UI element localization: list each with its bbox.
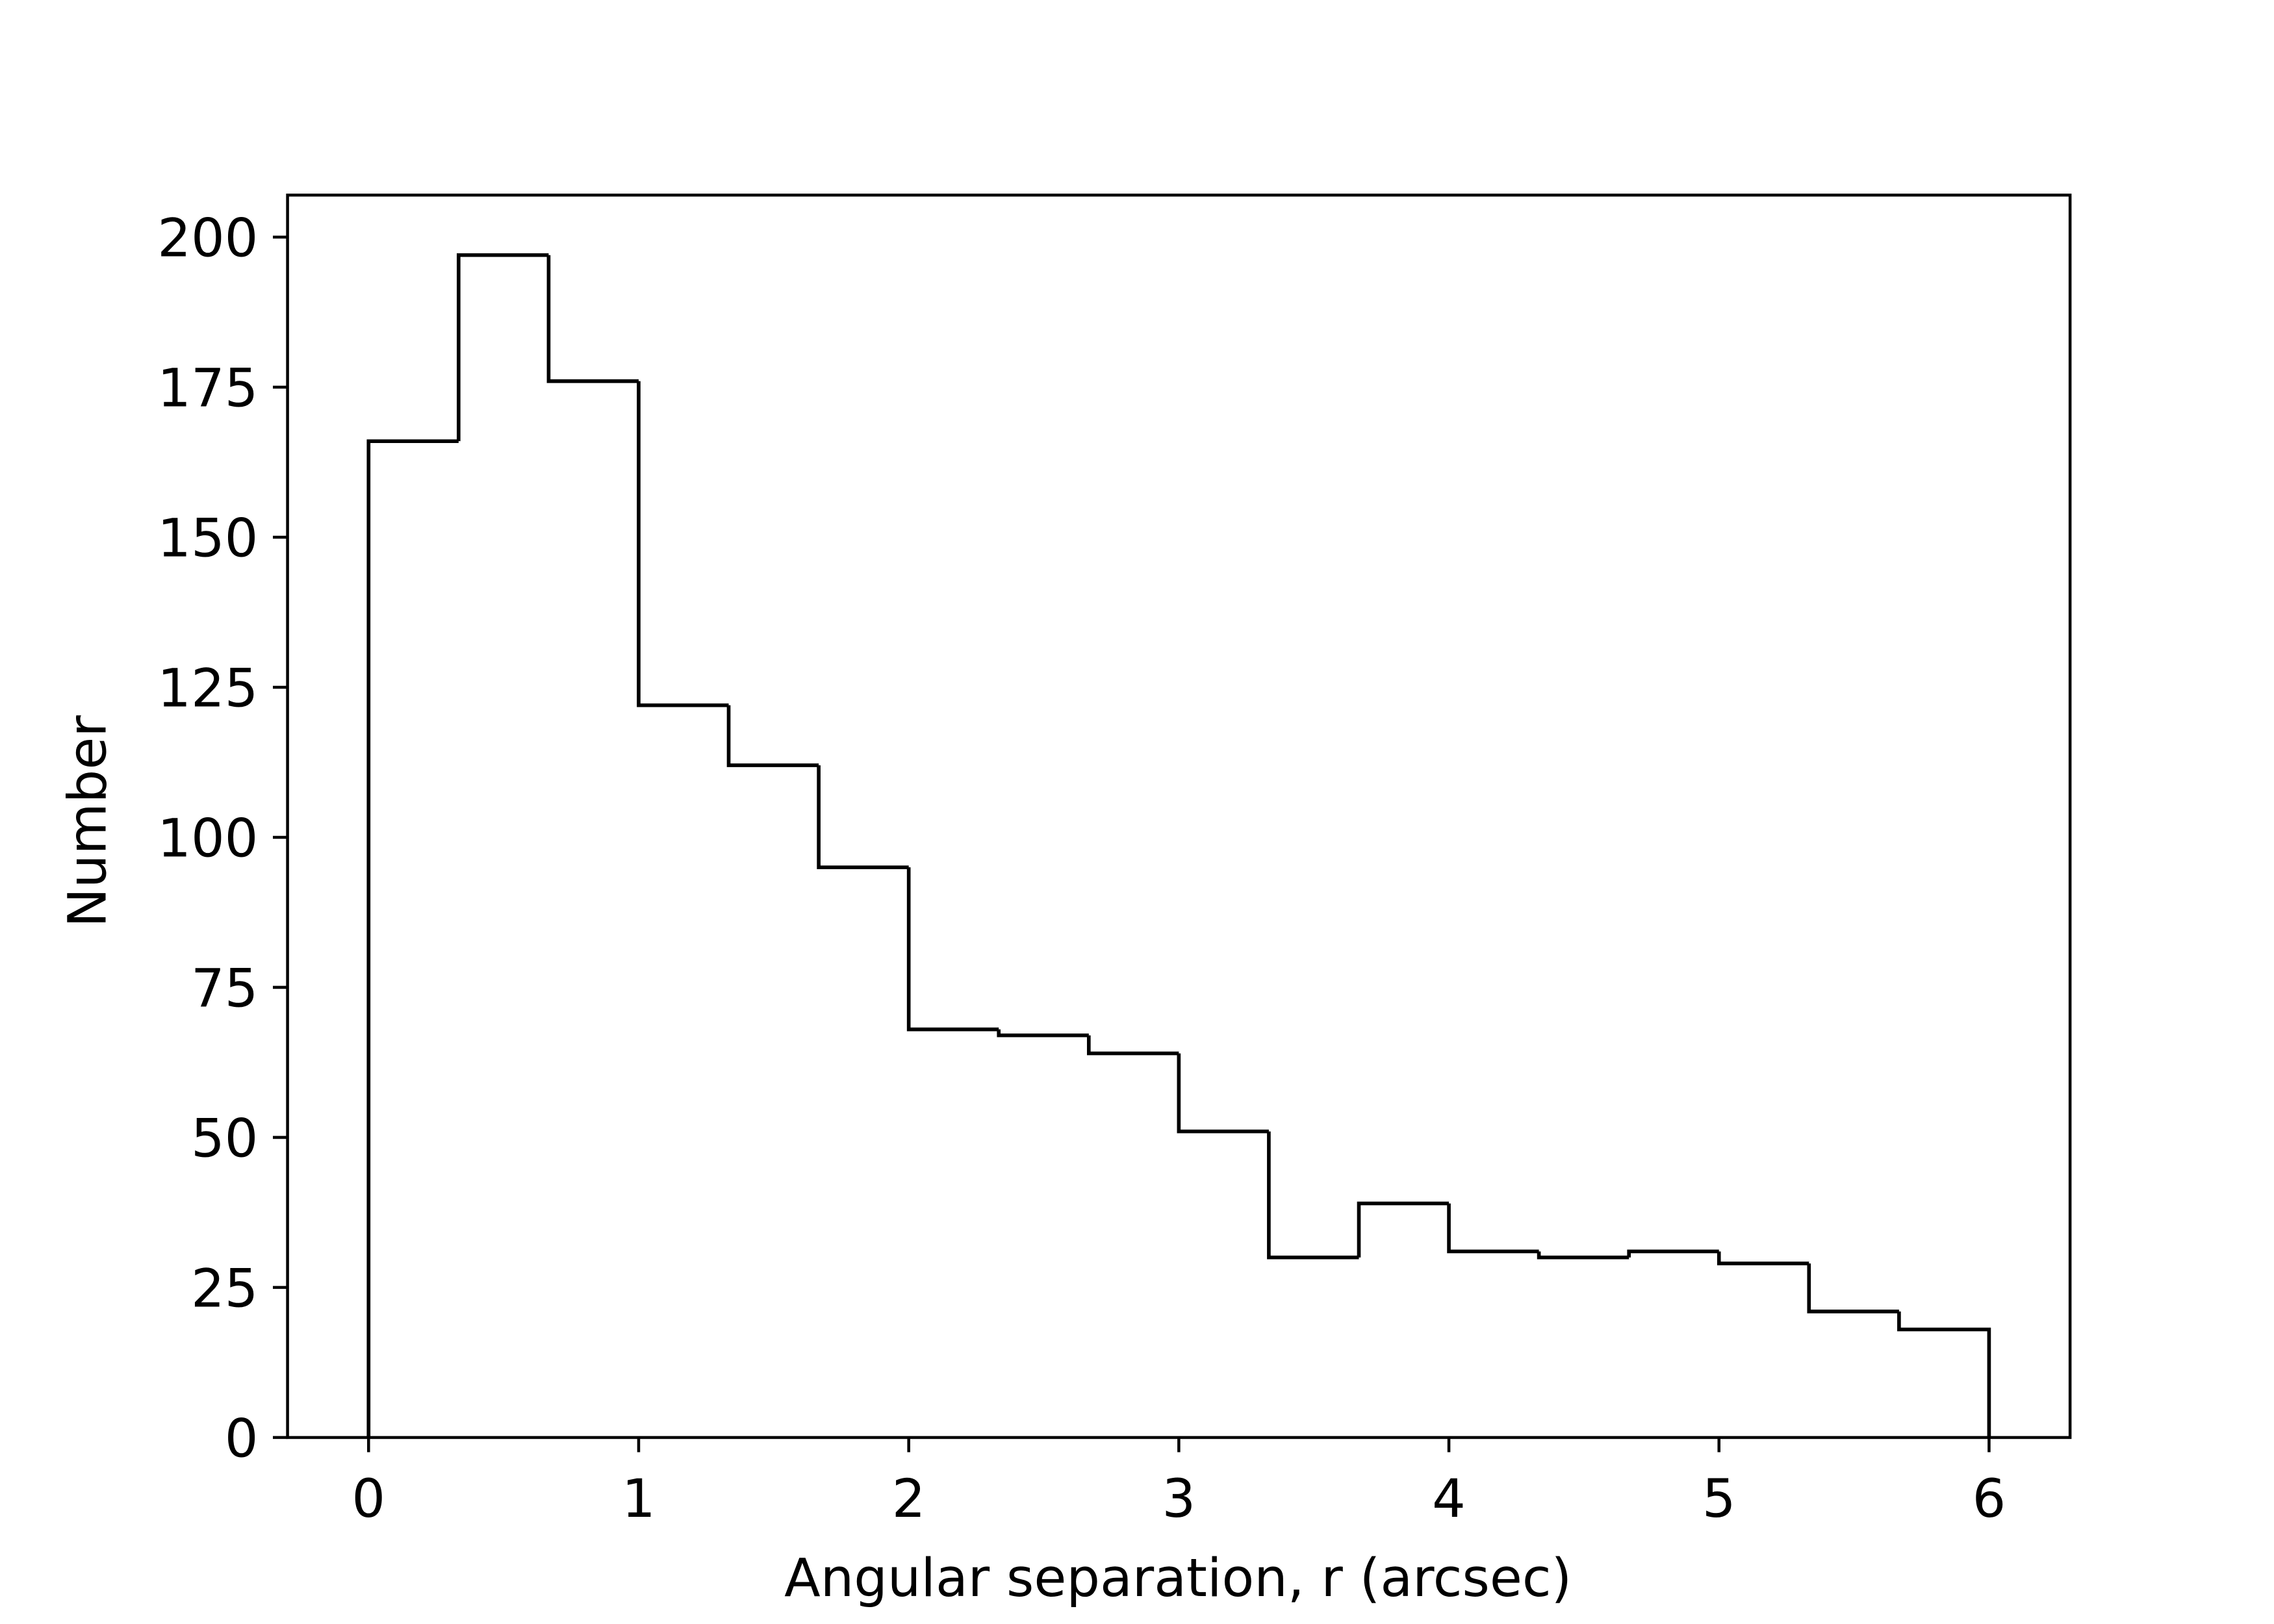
histogram-bin bbox=[1897, 1311, 1991, 1438]
histogram-bin bbox=[1177, 1053, 1269, 1134]
x-tick-label: 4 bbox=[1432, 1469, 1466, 1530]
y-tick-label: 75 bbox=[191, 958, 258, 1019]
histogram-bin bbox=[1086, 1035, 1179, 1056]
x-tick-label: 3 bbox=[1162, 1469, 1195, 1530]
y-tick-label: 50 bbox=[191, 1108, 258, 1169]
histogram-bin bbox=[997, 1029, 1089, 1037]
y-tick-label: 0 bbox=[225, 1408, 259, 1469]
histogram-bin bbox=[906, 867, 999, 1032]
histogram-bin bbox=[366, 439, 459, 1438]
x-tick-label: 1 bbox=[622, 1469, 656, 1530]
x-tick-label: 6 bbox=[1973, 1469, 2006, 1530]
y-tick-label: 25 bbox=[191, 1258, 258, 1319]
y-tick-label: 125 bbox=[157, 658, 258, 719]
histogram-bin bbox=[1807, 1263, 1899, 1313]
plot-frame bbox=[286, 194, 2072, 1440]
histogram-bin bbox=[1447, 1203, 1539, 1254]
histogram-bin bbox=[457, 253, 549, 442]
x-tick-label: 2 bbox=[892, 1469, 926, 1530]
x-tick-label: 5 bbox=[1702, 1469, 1736, 1530]
y-axis-label: Number bbox=[58, 715, 119, 928]
y-tick-label: 150 bbox=[157, 508, 258, 569]
y-tick-label: 175 bbox=[157, 358, 258, 419]
histogram-bin bbox=[726, 705, 819, 767]
y-tick-label: 200 bbox=[157, 208, 258, 269]
histogram-bin bbox=[1537, 1251, 1629, 1260]
histogram-bin bbox=[1627, 1249, 1719, 1258]
y-tick-label: 100 bbox=[157, 808, 258, 869]
histogram-bin bbox=[637, 381, 729, 707]
x-tick-label: 0 bbox=[351, 1469, 385, 1530]
histogram-bin bbox=[546, 255, 639, 383]
x-axis-label: Angular separation, r (arcsec) bbox=[784, 1548, 1572, 1609]
histogram-bin bbox=[1717, 1251, 1809, 1265]
histogram-bin bbox=[1357, 1201, 1450, 1258]
histogram-bin bbox=[1267, 1131, 1359, 1260]
histogram-bin bbox=[817, 765, 909, 869]
